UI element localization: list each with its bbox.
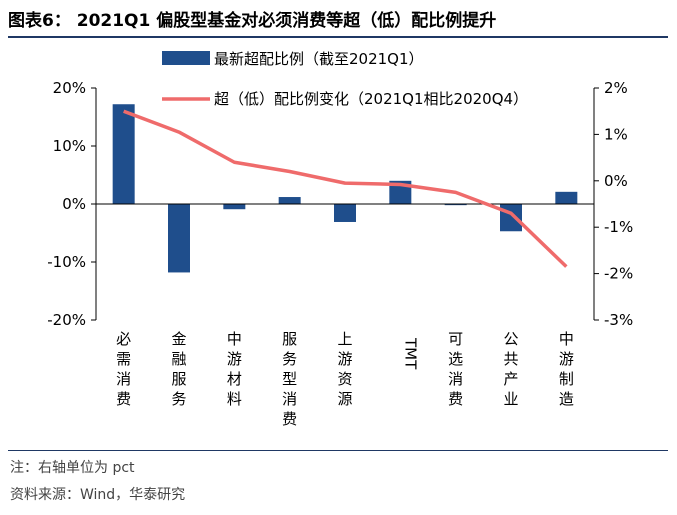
right-tick-label: -3% xyxy=(604,311,633,329)
source-note: 资料来源：Wind，华泰研究 xyxy=(10,487,186,503)
category-label: 金融服务 xyxy=(171,330,186,408)
category-label: 服务型消费 xyxy=(282,330,297,428)
right-tick-label: -1% xyxy=(604,218,633,236)
category-labels: 必需消费 金融服务 中游材料 服务型消费 上游资源 TMT 可选消费 公共产业 中游制造 xyxy=(116,330,574,428)
left-tick-label: 10% xyxy=(53,137,86,155)
chart-title: 图表6： 2021Q1 偏股型基金对必须消费等超（低）配比例提升 xyxy=(8,11,497,31)
category-label: 中游制造 xyxy=(559,330,574,408)
left-tick-label: 0% xyxy=(62,195,86,213)
title-divider xyxy=(8,36,668,38)
left-axis-ticks: 20% 10% 0% -10% -20% xyxy=(47,79,96,329)
bar xyxy=(168,204,190,273)
bar-series xyxy=(112,104,578,273)
change-line xyxy=(123,109,568,268)
line-series xyxy=(123,109,568,268)
left-tick-label: -10% xyxy=(47,253,86,271)
bar xyxy=(555,191,578,204)
category-label: 公共产业 xyxy=(503,330,518,408)
legend-bar-label: 最新超配比例（截至2021Q1） xyxy=(214,50,424,68)
left-tick-label: -20% xyxy=(47,311,86,329)
footer-divider xyxy=(8,450,668,451)
legend-bar-swatch xyxy=(162,51,210,65)
category-label: TMT xyxy=(401,337,419,370)
legend: 最新超配比例（截至2021Q1） 超（低）配比例变化（2021Q1相比2020Q4… xyxy=(162,50,528,108)
chart: 20% 10% 0% -10% -20% 2% 1% 0% -1% -2% -3% 必需消费 金融服… xyxy=(47,50,633,428)
legend-line-label: 超（低）配比例变化（2021Q1相比2020Q4） xyxy=(214,90,528,108)
right-tick-label: 1% xyxy=(604,125,628,143)
right-axis-ticks: 2% 1% 0% -1% -2% -3% xyxy=(594,79,633,329)
category-label: 必需消费 xyxy=(116,330,131,408)
bar xyxy=(278,197,301,204)
right-tick-label: 2% xyxy=(604,79,628,97)
right-tick-label: -2% xyxy=(604,265,633,283)
left-tick-label: 20% xyxy=(53,79,86,97)
bar xyxy=(500,204,522,232)
category-label: 上游资源 xyxy=(337,330,352,408)
bar xyxy=(444,204,467,206)
unit-note: 注：右轴单位为 pct xyxy=(10,460,135,476)
bar xyxy=(223,204,246,210)
category-label: 可选消费 xyxy=(448,330,463,408)
bar xyxy=(334,204,356,222)
category-label: 中游材料 xyxy=(227,330,242,408)
bar xyxy=(112,104,135,204)
right-tick-label: 0% xyxy=(604,172,628,190)
